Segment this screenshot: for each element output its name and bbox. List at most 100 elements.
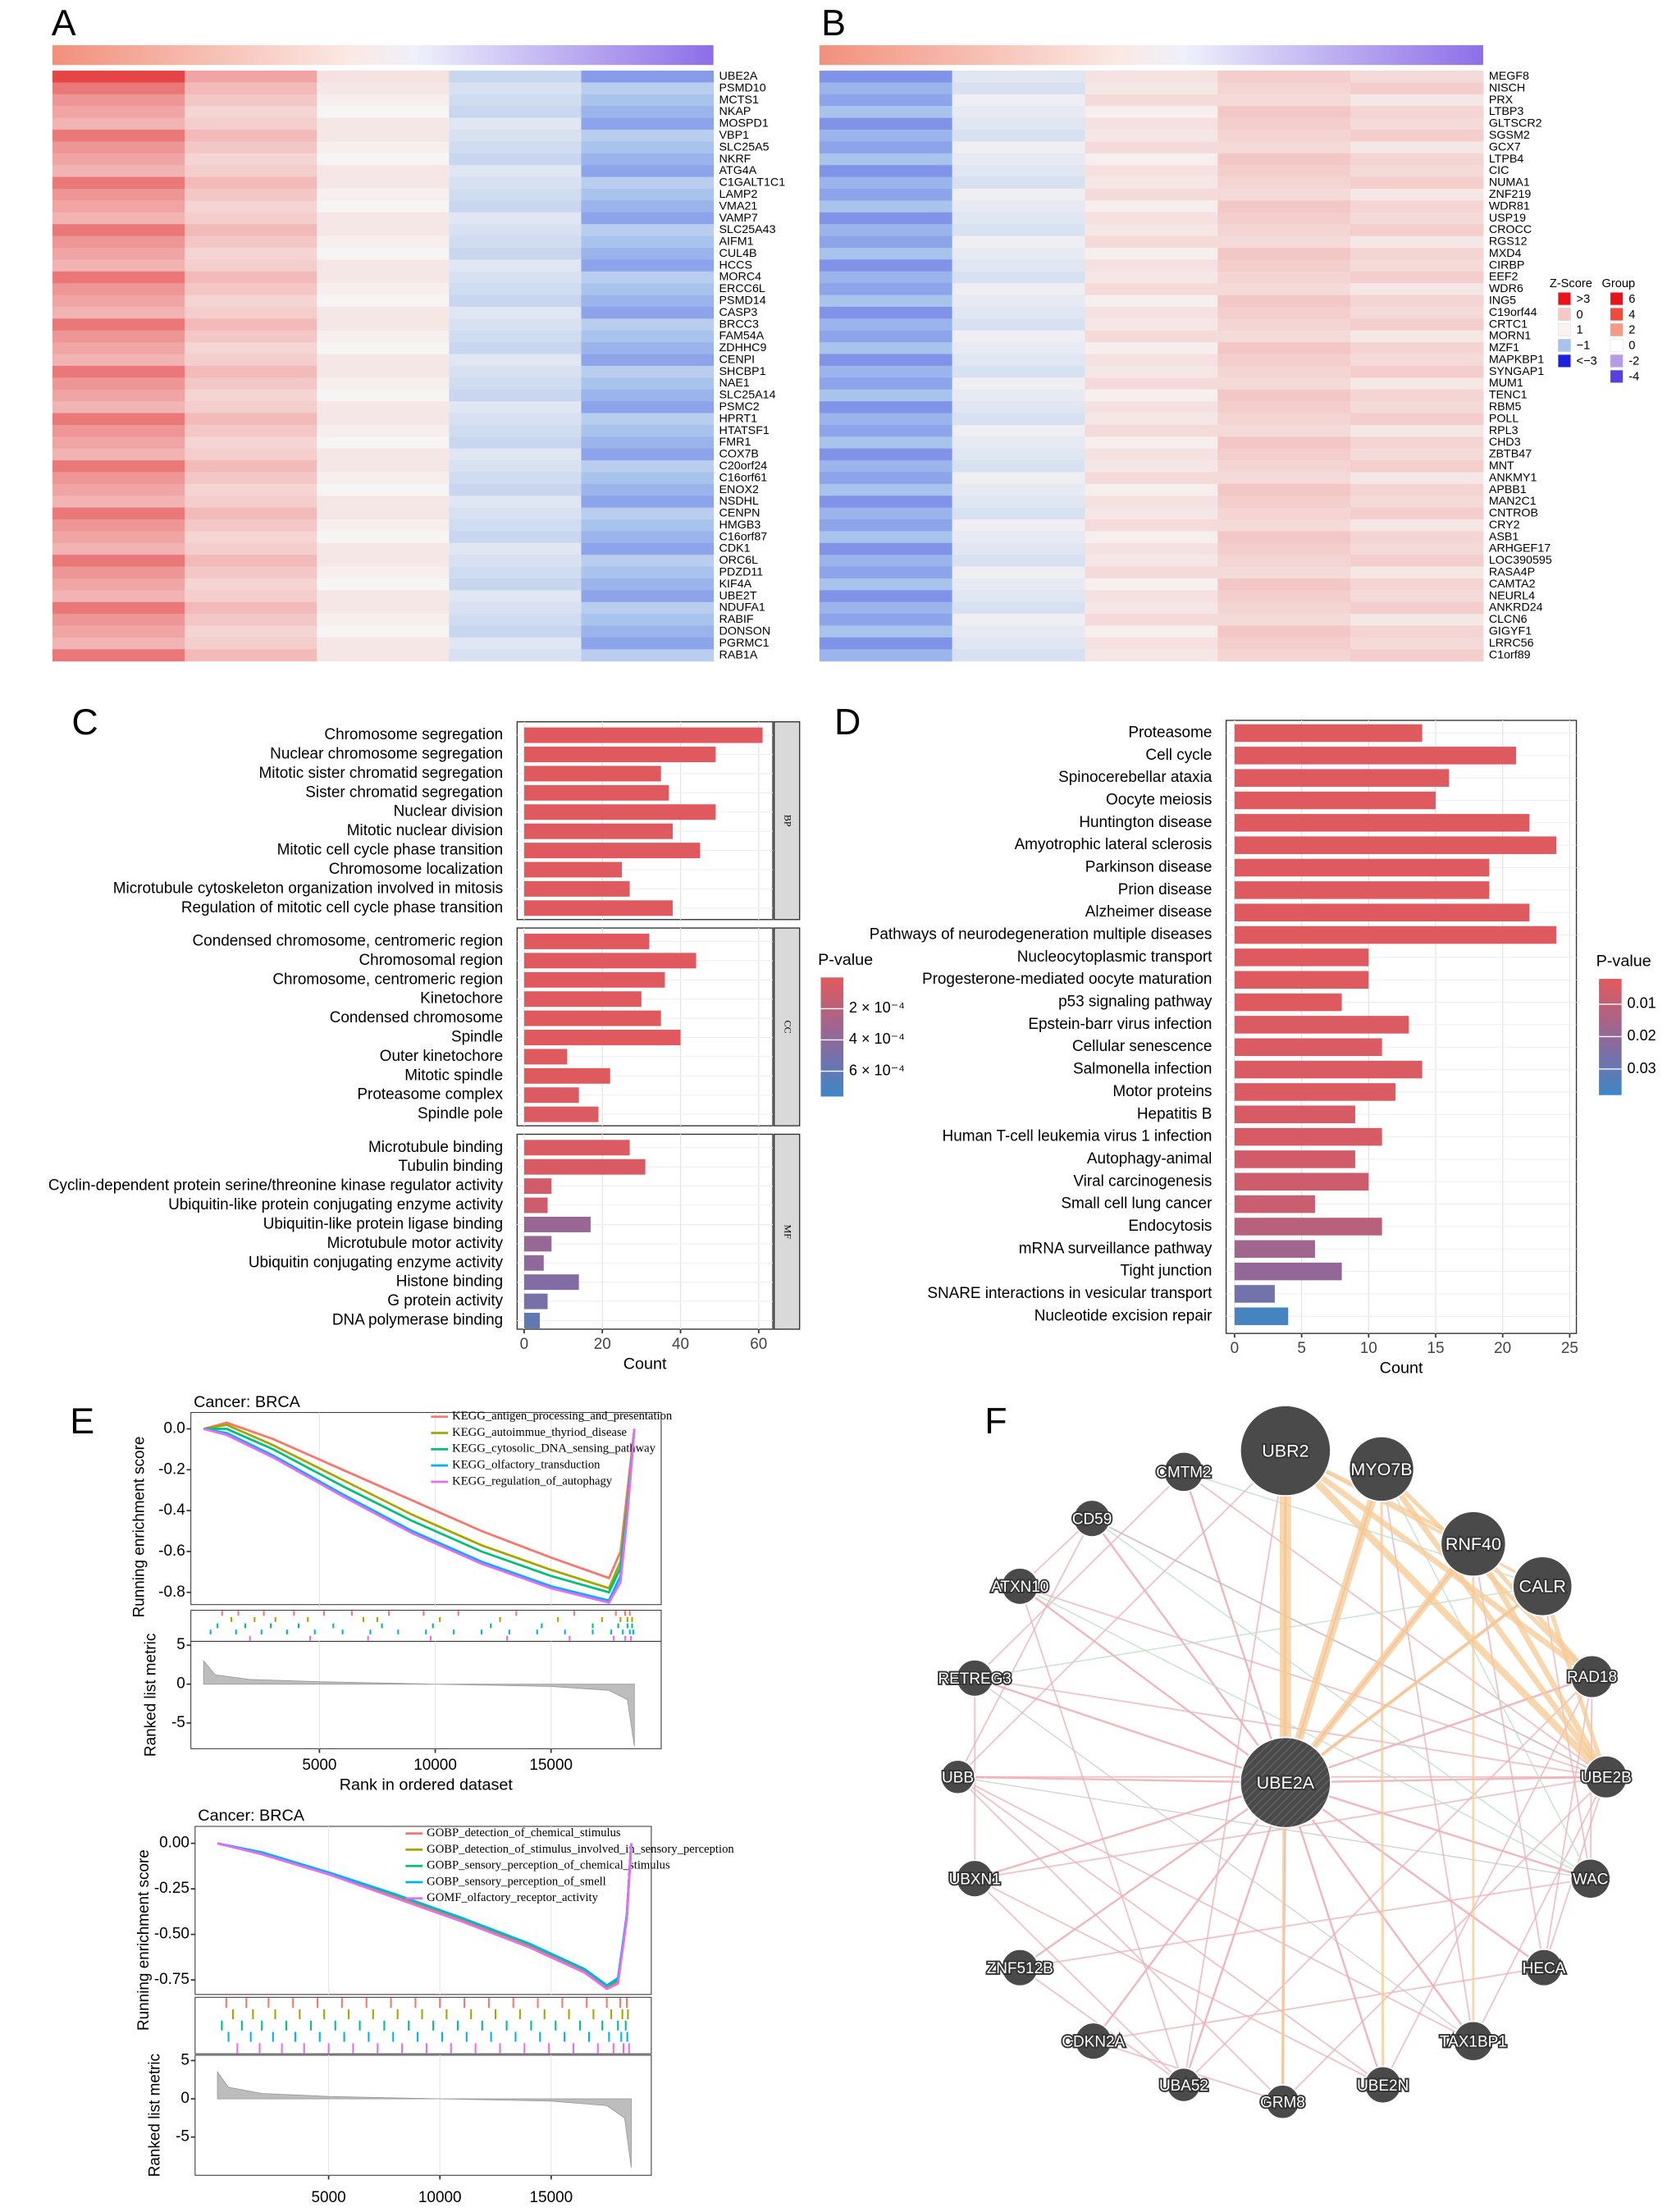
gene-label: RGS12 [1489, 235, 1528, 249]
heatmap-cell [1350, 448, 1484, 461]
heatmap-cell [581, 295, 715, 308]
x-tick-label: 20 [594, 1336, 611, 1353]
heatmap-cell [952, 601, 1085, 615]
bar [523, 861, 623, 878]
heatmap-cell [952, 507, 1085, 520]
category-label: Ubiquitin conjugating enzyme activity [249, 1254, 504, 1271]
heatmap-cell [819, 531, 953, 544]
category-label: Nuclear chromosome segregation [270, 745, 503, 762]
category-label: Alzheimer disease [1085, 903, 1213, 921]
gene-label: WDR81 [1489, 199, 1530, 213]
heatmap-cell [449, 295, 582, 308]
gene-label: NKRF [719, 153, 751, 166]
heatmap-cell [449, 318, 582, 331]
gene-label: UBE2T [719, 589, 757, 602]
heatmap-cell [185, 590, 317, 603]
y-tick-label: -0.25 [154, 1880, 190, 1897]
category-label: Condensed chromosome [330, 1009, 503, 1026]
gene-label: CIRBP [1489, 258, 1525, 272]
heatmap-cell [1217, 271, 1351, 284]
colorbar-step [820, 1052, 844, 1058]
heatmap-cell [581, 106, 715, 119]
legend-label: -4 [1628, 371, 1639, 384]
network-edge [1183, 1675, 1593, 2086]
heatmap-cell [819, 460, 953, 473]
heatmap-cell [185, 365, 317, 378]
heatmap-cell [1085, 200, 1218, 213]
category-label: Microtubule motor activity [327, 1235, 504, 1252]
heatmap-cell [449, 94, 582, 107]
legend-swatch [1557, 354, 1571, 368]
heatmap-cell [185, 389, 317, 402]
bar [523, 1106, 599, 1122]
network-node [1348, 1435, 1415, 1502]
heatmap-cell [52, 306, 185, 319]
heatmap-cell [185, 235, 317, 249]
heatmap-cell [52, 141, 185, 154]
heatmap-cell [1085, 71, 1218, 83]
heatmap-cell [952, 496, 1085, 509]
heatmap-cell [52, 176, 185, 190]
legend-swatch [1610, 369, 1624, 383]
heatmap-cell [52, 601, 185, 615]
heatmap-cell [819, 436, 953, 450]
heatmap-cell [952, 413, 1085, 426]
colorbar-step [820, 1040, 844, 1045]
heatmap-cell [1085, 82, 1218, 95]
heatmap-cell [1217, 555, 1351, 568]
colorbar-step [1599, 998, 1622, 1003]
heatmap-cell [317, 71, 450, 83]
heatmap-cell [1350, 401, 1484, 414]
category-label: Ubiquitin-like protein ligase binding [263, 1215, 503, 1232]
category-label: Condensed chromosome, centromeric region [193, 932, 504, 949]
legend-label: −1 [1577, 340, 1591, 353]
legend-label: KEGG_olfactory_transduction [452, 1459, 601, 1472]
heatmap-cell [1350, 153, 1484, 166]
heatmap-cell [185, 330, 317, 343]
heatmap-cell [52, 401, 185, 414]
heatmap-cell [185, 401, 317, 414]
x-tick-label: 40 [672, 1336, 689, 1353]
heatmap-cell [449, 436, 582, 450]
gene-label: UBE2A [719, 70, 758, 83]
gene-label: MZF1 [1489, 341, 1519, 354]
heatmap-cell [819, 200, 953, 213]
heatmap-cell [185, 247, 317, 260]
heatmap-cell [581, 542, 715, 555]
heatmap-cell [1217, 71, 1351, 83]
colorbar-label: 0.03 [1628, 1060, 1656, 1076]
network-edge [1285, 1781, 1545, 1969]
gene-label: POLL [1489, 412, 1519, 425]
heatmap-cell [819, 130, 953, 142]
bar [523, 900, 673, 916]
plot-background [190, 1640, 662, 1749]
heatmap-cell [185, 555, 317, 568]
heatmap-cell [1217, 531, 1351, 544]
category-label: Human T-cell leukemia virus 1 infection [943, 1128, 1213, 1145]
heatmap-cell [581, 566, 715, 579]
plot-title: Cancer: BRCA [198, 1807, 305, 1825]
network-node [1584, 1755, 1628, 1799]
y-axis-label: Running enrichment score [135, 1849, 153, 2031]
heatmap-cell [1085, 141, 1218, 154]
heatmap-cell [185, 189, 317, 201]
heatmap-cell [1085, 283, 1218, 296]
gene-label: HTATSF1 [719, 424, 770, 437]
category-label: Spindle pole [418, 1105, 503, 1122]
heatmap-cell [819, 483, 953, 496]
heatmap-cell [317, 472, 450, 485]
heatmap-cell [52, 283, 185, 296]
heatmap-cell [449, 212, 582, 225]
heatmap-cell [317, 424, 450, 437]
network-edge [1019, 1781, 1286, 1969]
network-edge [974, 1471, 1185, 1679]
heatmap-cell [1085, 224, 1218, 237]
gene-label: CHD3 [1489, 436, 1521, 449]
heatmap-cell [1350, 555, 1484, 568]
network-edge [1382, 1676, 1593, 2086]
heatmap-cell [52, 295, 185, 308]
heatmap-cell [52, 165, 185, 178]
heatmap-cell [449, 448, 582, 461]
heatmap-cell [449, 649, 582, 662]
bar [523, 991, 642, 1008]
